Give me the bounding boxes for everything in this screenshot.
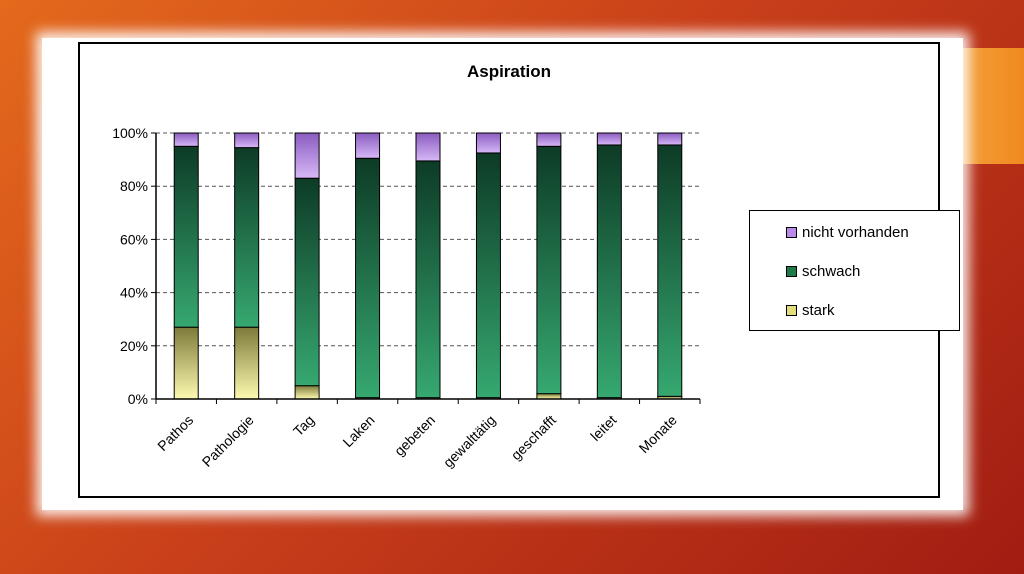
bar-stark-pathologie (234, 326, 260, 400)
orange-accent-bar (958, 48, 1024, 164)
bar-stark-geschafft (536, 393, 562, 400)
legend-swatch-nicht-vorhanden (786, 226, 797, 238)
y-tick-label: 20% (120, 338, 148, 354)
bar-nicht-vorhanden-pathologie (234, 132, 260, 149)
x-tick-label: gebeten (391, 412, 438, 459)
x-tick-label: Monate (636, 412, 680, 456)
bar-schwach-laken (355, 157, 381, 399)
legend-item-schwach: schwach (786, 262, 860, 280)
x-tick-label: leitet (587, 412, 619, 444)
bar-nicht-vorhanden-tag (294, 132, 320, 179)
aspiration-chart: 0% 20% 40% 60% 80% 100% Pathos Pathologie Tag La… (112, 62, 701, 471)
bar-schwach-gewalttätig (475, 152, 501, 399)
chart-legend: nicht vorhanden schwach stark (749, 210, 960, 331)
legend-label-nicht-vorhanden: nicht vorhanden (802, 223, 909, 241)
bar-schwach-pathos (173, 145, 199, 328)
bar-schwach-pathologie (234, 147, 260, 328)
bar-schwach-gebeten (415, 160, 441, 399)
bar-stark-tag (294, 385, 320, 400)
x-tick-label: Tag (290, 412, 317, 439)
bar-nicht-vorhanden-gewalttätig (475, 132, 501, 154)
bar-schwach-geschafft (536, 145, 562, 395)
bar-nicht-vorhanden-gebeten (415, 132, 441, 162)
chart-title: Aspiration (467, 62, 551, 81)
legend-item-nicht-vorhanden: nicht vorhanden (786, 223, 909, 241)
bar-nicht-vorhanden-geschafft (536, 132, 562, 147)
bar-schwach-tag (294, 177, 320, 387)
bar-schwach-monate (657, 144, 683, 397)
x-tick-label: Pathologie (199, 412, 257, 470)
x-tick-label: geschafft (508, 412, 559, 463)
legend-label-schwach: schwach (802, 262, 861, 280)
y-tick-label: 0% (128, 391, 148, 407)
x-tick-label: gewalttätig (440, 412, 499, 471)
legend-swatch-schwach (786, 265, 797, 277)
y-tick-label: 100% (112, 125, 148, 141)
bar-nicht-vorhanden-monate (657, 132, 683, 146)
bar-nicht-vorhanden-leitet (596, 132, 622, 146)
y-tick-label: 80% (120, 178, 148, 194)
y-tick-label: 40% (120, 285, 148, 301)
x-tick-label: Pathos (154, 412, 196, 454)
legend-item-stark: stark (786, 301, 835, 319)
legend-swatch-stark (786, 304, 797, 316)
x-tick-label: Laken (339, 412, 377, 450)
y-tick-label: 60% (120, 231, 148, 247)
bar-stark-pathos (173, 326, 199, 400)
bar-nicht-vorhanden-laken (355, 132, 381, 159)
bar-schwach-leitet (596, 144, 622, 399)
chart-frame: 0% 20% 40% 60% 80% 100% Pathos Pathologie Tag La… (78, 42, 960, 498)
slide-card: 0% 20% 40% 60% 80% 100% Pathos Pathologie Tag La… (42, 38, 963, 510)
bar-nicht-vorhanden-pathos (173, 132, 199, 147)
legend-label-stark: stark (802, 301, 835, 319)
